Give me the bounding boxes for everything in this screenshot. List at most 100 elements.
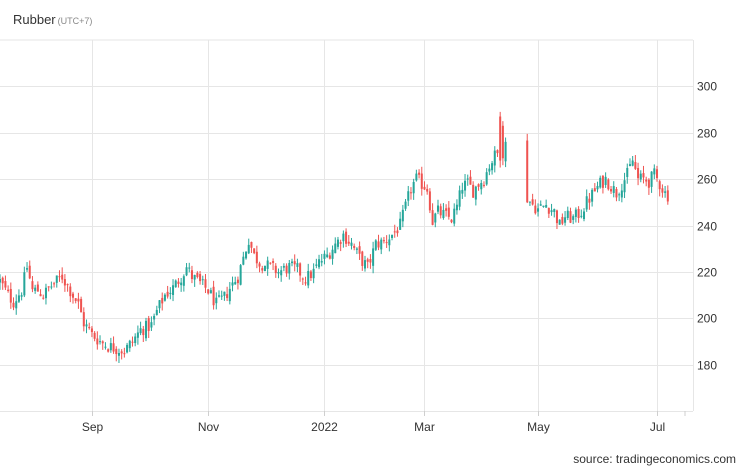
candle [107,348,110,353]
candle [615,186,618,202]
candle-body [385,242,388,244]
candle [412,178,415,200]
candle [496,149,499,157]
candle [139,321,142,336]
candle [290,258,294,267]
candle-body [190,270,193,280]
candle-body [258,263,261,267]
candle [596,181,599,193]
candle [61,267,64,284]
candle [93,331,96,342]
candle [169,287,172,300]
candle-body [326,254,329,257]
candle [491,160,494,175]
candle-body [612,186,615,193]
candle [442,203,445,220]
candle-body [220,295,223,297]
candle-body [347,241,350,244]
y-tick-label: 260 [697,173,717,187]
candle-body [418,172,421,175]
candle-body [71,293,75,298]
candle-body [596,185,599,190]
candle-body [80,298,83,313]
candle [582,208,586,222]
candle [353,243,356,251]
candle-body [334,243,337,254]
candle-body [55,275,58,283]
candle [4,275,7,291]
candle-body [407,191,410,201]
candle [282,263,285,272]
candle [339,239,342,252]
candle-body [664,191,667,193]
candle [482,181,485,188]
candle-body [339,242,342,244]
candle-body [504,141,507,162]
candle-body [58,276,61,278]
candle-body [39,294,42,297]
candle [112,336,115,354]
candle-body [109,343,112,351]
candle [215,292,218,310]
chart-title: Rubber (UTC+7) [13,12,92,27]
y-tick-label: 300 [697,80,717,94]
candle-body [288,262,291,274]
candle [658,179,661,197]
candle [577,206,580,223]
candle-body [593,188,596,192]
candle [53,281,56,288]
candle-body [472,184,475,198]
candle [464,174,467,197]
candle [501,121,504,166]
candle [580,209,583,219]
candle [96,331,99,350]
candle [480,180,483,195]
candle-body [12,302,15,308]
candle-body [247,244,250,254]
candle-body [147,318,150,331]
x-tick-label: Nov [198,420,219,434]
candle-body [355,248,358,250]
candle-body [226,294,229,299]
candle [212,280,215,310]
candle [485,168,488,186]
candle-body [469,176,472,185]
candle-body [366,259,369,262]
candle-body [585,196,588,210]
candle-body [499,116,502,161]
candle [155,305,158,316]
candle [134,333,137,347]
candle [612,181,615,198]
candle-body [272,261,275,263]
candle [209,287,212,294]
candle-body [439,206,442,216]
candle [355,247,358,255]
candle-body [320,261,323,263]
candle-body [134,336,137,344]
candle [336,236,339,250]
candle-body [204,279,207,288]
candle [320,253,323,267]
candle-body [185,267,188,276]
candle-body [188,267,191,269]
candle [307,263,310,289]
candle [258,261,261,273]
candle-body [169,292,172,295]
candle-body [123,353,126,355]
candle [661,184,664,198]
candle-body [90,328,93,333]
candle [428,188,431,214]
candle [99,335,102,345]
candle-body [482,184,485,186]
candle [380,237,383,255]
candle-body [161,297,164,304]
candle [318,254,321,270]
candle [299,262,302,282]
candle-body [336,239,339,247]
candle-body [296,263,299,267]
candle-body [239,265,242,285]
candle-body [234,282,237,285]
candle-body [15,301,18,309]
candle-body [99,341,102,343]
